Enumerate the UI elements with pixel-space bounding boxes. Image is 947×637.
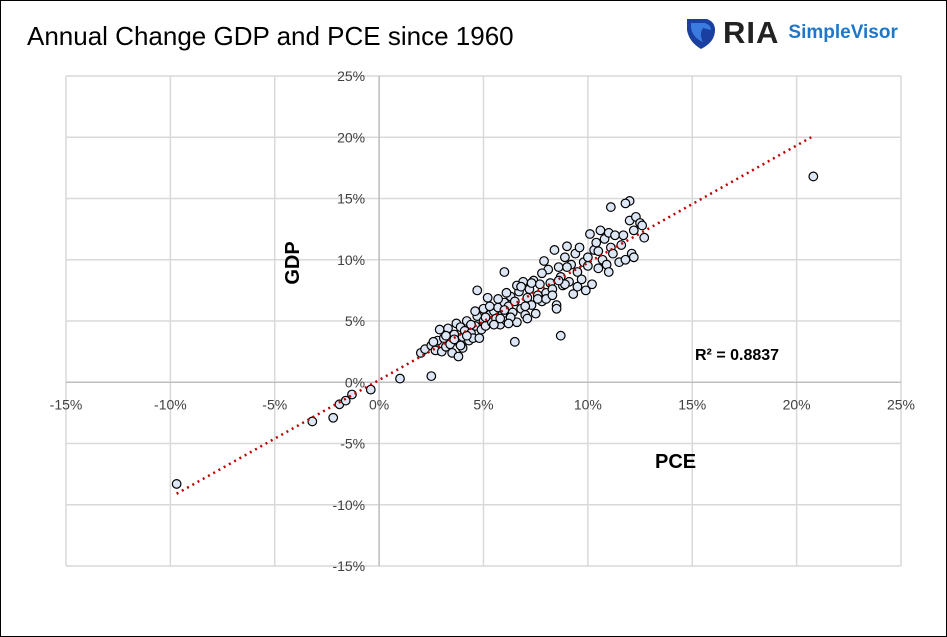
data-point (428, 336, 439, 347)
data-point (480, 312, 491, 323)
data-point (572, 281, 583, 292)
x-tick-label: 5% (473, 396, 493, 412)
data-point (560, 252, 570, 263)
trendline (176, 136, 812, 495)
data-point (555, 330, 566, 341)
x-tick-label: 10% (574, 396, 602, 412)
y-tick-label: -15% (332, 558, 365, 574)
data-point (441, 330, 451, 341)
data-point (637, 220, 648, 231)
data-point (585, 229, 595, 239)
data-point (474, 333, 485, 344)
data-point (616, 240, 627, 250)
logo: RIA SimpleVisor (685, 15, 898, 51)
chart-title: Annual Change GDP and PCE since 1960 (27, 21, 514, 51)
y-tick-label: 10% (337, 252, 365, 268)
data-point (470, 306, 481, 317)
x-tick-label: -15% (50, 396, 83, 412)
data-point (426, 371, 437, 382)
y-tick-label: 5% (345, 313, 365, 329)
data-point (171, 479, 182, 489)
data-point (495, 313, 506, 324)
data-point (537, 268, 547, 279)
data-point (532, 294, 543, 304)
y-tick-label: 0% (345, 374, 365, 390)
logo-brand: RIA (723, 15, 780, 50)
x-tick-label: 0% (369, 396, 389, 412)
x-tick-label: 15% (678, 396, 706, 412)
data-point (482, 292, 493, 303)
data-point (808, 171, 819, 182)
eagle-logo-icon (687, 19, 715, 49)
data-point (461, 330, 472, 341)
data-point (522, 313, 533, 324)
data-point (509, 296, 520, 307)
data-point (593, 246, 604, 257)
data-point (395, 373, 405, 384)
data-point (547, 290, 558, 301)
data-point (582, 260, 593, 271)
data-point (340, 395, 351, 406)
data-point (489, 319, 499, 330)
data-point (603, 267, 614, 277)
data-point (580, 285, 591, 296)
y-tick-label: 15% (337, 191, 365, 207)
data-point (516, 281, 526, 292)
y-tick-label: -5% (340, 436, 365, 452)
data-point (526, 278, 537, 288)
y-tick-label: -10% (332, 497, 365, 513)
x-tick-label: 25% (887, 396, 915, 412)
data-point (365, 384, 376, 395)
y-tick-label: 25% (337, 68, 365, 84)
y-tick-label: 20% (337, 129, 365, 145)
data-point (620, 198, 631, 209)
data-point (618, 230, 629, 241)
data-point (568, 289, 579, 299)
data-point (472, 285, 483, 296)
data-point (595, 225, 606, 236)
data-point (509, 336, 520, 347)
x-axis-label: PCE (655, 451, 696, 473)
data-point (307, 416, 318, 427)
data-point (499, 267, 510, 277)
x-tick-label: -10% (154, 396, 187, 412)
axes (66, 76, 901, 566)
data-point (576, 274, 587, 285)
data-point (553, 262, 564, 273)
data-point (530, 308, 541, 319)
data-point (591, 237, 602, 248)
data-point (539, 256, 549, 266)
data-point (455, 340, 466, 351)
data-points (171, 171, 819, 489)
data-point (639, 232, 650, 243)
data-point (484, 301, 495, 312)
y-axis-label: GDP (282, 241, 304, 284)
data-point (328, 412, 339, 423)
data-point (503, 318, 514, 329)
data-point (628, 252, 639, 263)
data-point (587, 279, 597, 290)
data-point (549, 245, 560, 255)
tick-labels: -15% -10% -5% 0% 5% 10% 15% 20% 25% 25% 20% 15% 10% 5… (50, 68, 915, 574)
x-tick-label: -5% (262, 396, 287, 412)
data-point (553, 275, 564, 286)
data-point (551, 303, 562, 314)
data-point (453, 351, 464, 362)
data-point (605, 202, 616, 212)
data-point (562, 262, 572, 273)
logo-product: SimpleVisor (788, 22, 898, 43)
data-point (520, 301, 531, 312)
data-point (628, 225, 639, 236)
data-point (593, 263, 604, 274)
data-point (610, 230, 620, 241)
data-point (608, 248, 618, 259)
data-point (493, 294, 504, 304)
r-squared-annotation: R² = 0.8837 (695, 347, 779, 364)
data-point (501, 287, 512, 298)
data-point (562, 241, 572, 252)
data-point (574, 242, 585, 253)
x-tick-label: 20% (783, 396, 811, 412)
